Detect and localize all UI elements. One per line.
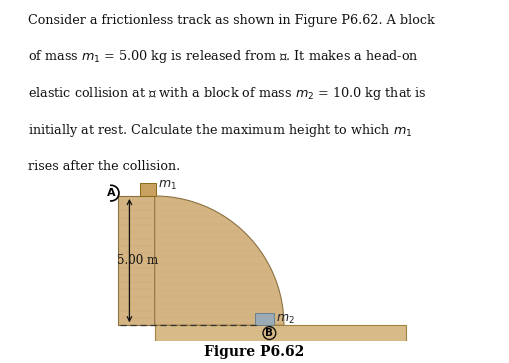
Text: B: B bbox=[265, 328, 273, 338]
Text: $m_2$: $m_2$ bbox=[276, 313, 295, 326]
Text: of mass $m_1$ = 5.00 kg is released from Ⓐ. It makes a head-on: of mass $m_1$ = 5.00 kg is released from… bbox=[28, 48, 418, 65]
Text: Figure P6.62: Figure P6.62 bbox=[205, 345, 304, 359]
Text: rises after the collision.: rises after the collision. bbox=[28, 160, 180, 173]
Polygon shape bbox=[155, 196, 284, 325]
FancyBboxPatch shape bbox=[155, 325, 406, 341]
Bar bbox=[255, 313, 274, 325]
Text: initially at rest. Calculate the maximum height to which $m_1$: initially at rest. Calculate the maximum… bbox=[28, 122, 412, 139]
Text: 5.00 m: 5.00 m bbox=[117, 254, 158, 267]
Text: $m_1$: $m_1$ bbox=[158, 179, 177, 192]
Text: elastic collision at Ⓑ with a block of mass $m_2$ = 10.0 kg that is: elastic collision at Ⓑ with a block of m… bbox=[28, 85, 427, 102]
Bar bbox=[140, 183, 156, 196]
FancyBboxPatch shape bbox=[119, 196, 155, 325]
Text: A: A bbox=[107, 188, 116, 198]
Text: Consider a frictionless track as shown in Figure P6.62. A block: Consider a frictionless track as shown i… bbox=[28, 14, 435, 27]
